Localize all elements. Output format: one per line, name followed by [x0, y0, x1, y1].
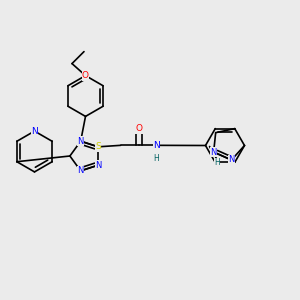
- Text: O: O: [135, 124, 142, 133]
- Text: N: N: [211, 148, 217, 157]
- Text: S: S: [95, 142, 101, 151]
- Text: N: N: [153, 141, 160, 150]
- Text: N: N: [228, 155, 235, 164]
- Text: N: N: [77, 137, 84, 146]
- Text: N: N: [77, 166, 84, 175]
- Text: N: N: [31, 127, 38, 136]
- Text: N: N: [95, 161, 101, 170]
- Text: H: H: [154, 154, 160, 163]
- Text: H: H: [214, 158, 220, 167]
- Text: O: O: [82, 71, 89, 80]
